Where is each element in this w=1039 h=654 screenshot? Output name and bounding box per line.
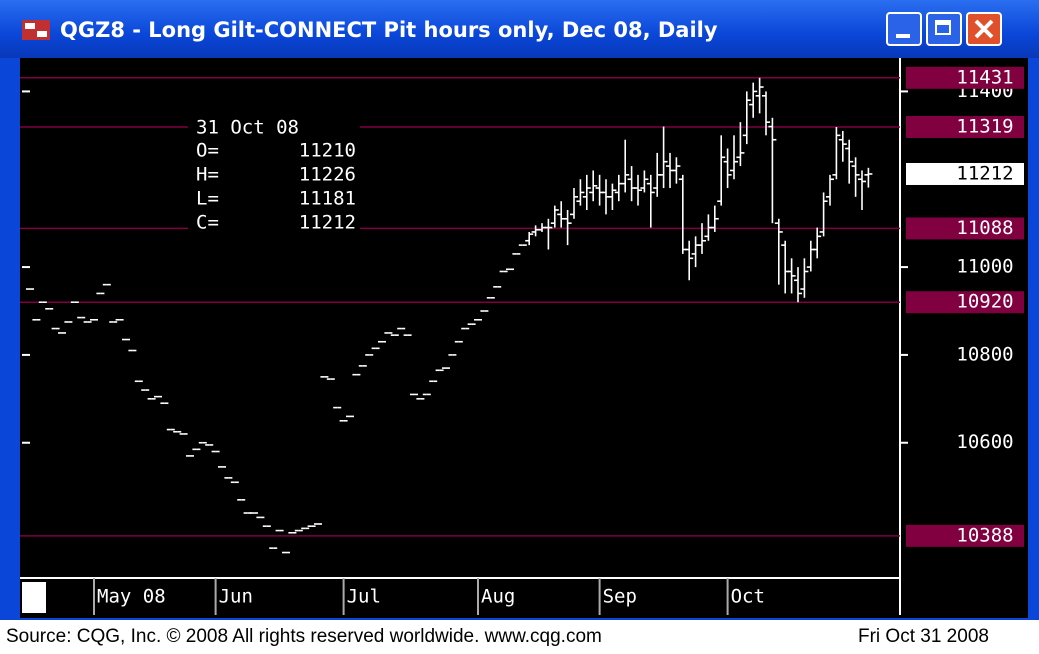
close-button[interactable] (966, 12, 1002, 46)
minimize-button[interactable] (886, 12, 922, 46)
x-tick-label: Jun (219, 586, 253, 608)
level-label: 10388 (956, 524, 1013, 546)
info-label: O= (196, 140, 219, 162)
level-label: 11088 (956, 217, 1013, 239)
info-value: 11181 (299, 188, 356, 210)
last-price-label: 11212 (956, 162, 1013, 184)
level-label-box (906, 524, 1024, 547)
info-value: 11212 (299, 212, 356, 234)
window: QGZ8 - Long Gilt-CONNECT Pit hours only,… (0, 0, 1039, 620)
window-title: QGZ8 - Long Gilt-CONNECT Pit hours only,… (60, 18, 718, 42)
info-value: 11210 (299, 140, 356, 162)
x-tick-label: Oct (731, 586, 765, 608)
app-icon (22, 20, 50, 40)
y-tick-label: 10800 (956, 343, 1013, 365)
info-label: H= (196, 164, 219, 186)
level-label: 10920 (956, 291, 1013, 313)
y-tick-label: 10600 (956, 431, 1013, 453)
level-label-box (906, 291, 1024, 314)
maximize-button[interactable] (926, 12, 962, 46)
source-text: Source: CQG, Inc. © 2008 All rights rese… (6, 626, 602, 647)
footer: Source: CQG, Inc. © 2008 All rights rese… (0, 620, 1039, 654)
x-tick-label: May 08 (97, 586, 166, 608)
x-tick-label: Sep (603, 586, 637, 608)
info-value: 11226 (299, 164, 356, 186)
x-tick-label: Aug (481, 586, 515, 608)
info-box (188, 116, 360, 236)
chart-background (20, 58, 1028, 618)
level-label-box (906, 66, 1024, 89)
info-label: L= (196, 188, 219, 210)
chart: 1060010800110001140011431113191108810920… (20, 58, 1028, 618)
level-label: 11431 (956, 66, 1013, 88)
level-label-box (906, 217, 1024, 240)
info-label: C= (196, 212, 219, 234)
x-tick-label: Jul (347, 586, 381, 608)
level-label: 11319 (956, 115, 1013, 137)
level-label-box (906, 115, 1024, 138)
corner-box (22, 582, 46, 613)
footer-date: Fri Oct 31 2008 (858, 626, 989, 647)
y-tick-label: 11000 (956, 256, 1013, 278)
info-date: 31 Oct 08 (196, 117, 299, 139)
close-icon (974, 19, 994, 39)
last-price-box (906, 162, 1024, 185)
title-bar: QGZ8 - Long Gilt-CONNECT Pit hours only,… (0, 0, 1039, 58)
